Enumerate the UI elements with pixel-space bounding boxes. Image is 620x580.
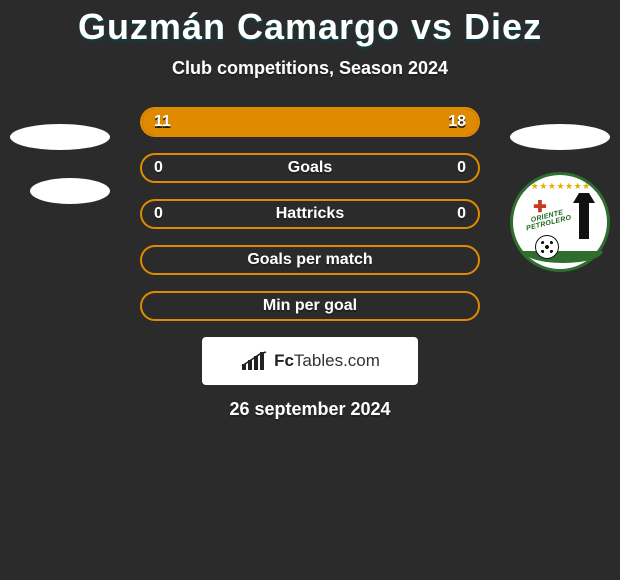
stat-left-value: 0 [142, 155, 175, 181]
stat-row-matches: 11Matches18 [140, 107, 480, 137]
stat-label: Goals [288, 159, 332, 177]
date-text: 26 september 2024 [0, 399, 620, 420]
stat-label: Hattricks [276, 205, 344, 223]
stat-row-hattricks: 0 Hattricks 0 [140, 199, 480, 229]
page-title: Guzmán Camargo vs Diez [0, 6, 620, 48]
stat-row-goals_per_match: Goals per match [140, 245, 480, 275]
credit-text: FcTables.com [274, 351, 380, 371]
oil-tower-icon [579, 199, 589, 239]
player-right-club-badge: ★ ★ ★ ★ ★ ★ ★ ✚ ORIENTEPETROLERO [510, 172, 610, 272]
stat-label: Min per goal [263, 297, 357, 315]
stat-row-min_per_goal: Min per goal [140, 291, 480, 321]
grass-icon [523, 251, 603, 263]
credit-badge: FcTables.com [202, 337, 418, 385]
stat-label: Goals per match [247, 251, 372, 269]
player-left-flag-icon [10, 124, 110, 150]
bar-chart-icon [240, 350, 268, 372]
stat-right-value: 0 [445, 201, 478, 227]
player-right-flag-icon [510, 124, 610, 150]
stat-right-value: 0 [445, 155, 478, 181]
page-subtitle: Club competitions, Season 2024 [0, 58, 620, 79]
stat-left-value: 0 [142, 201, 175, 227]
football-icon [535, 235, 559, 259]
player-left-club-icon [30, 178, 110, 204]
stat-right-value: 18 [436, 109, 478, 135]
stat-row-goals: 0 Goals 0 [140, 153, 480, 183]
stat-left-value: 11 [142, 109, 183, 135]
star-icon: ★ ★ ★ ★ ★ ★ ★ [513, 181, 607, 192]
